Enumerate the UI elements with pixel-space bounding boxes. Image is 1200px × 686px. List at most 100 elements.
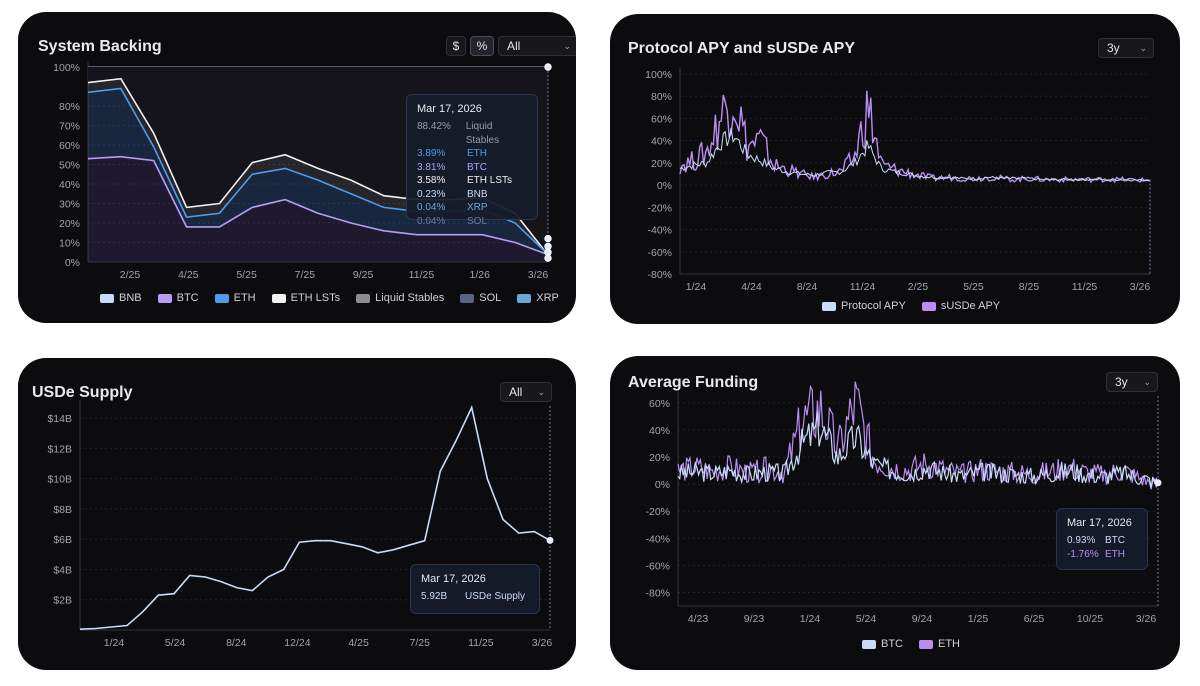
- funding-panel: Average Funding 3y ⌄ 60% 40% 20% 0% -20% -40%…: [610, 356, 1180, 670]
- panel-title: Average Funding: [628, 374, 759, 391]
- percent-toggle-button[interactable]: %: [470, 36, 494, 56]
- legend-swatch: [271, 293, 286, 303]
- y-tick-label: $8B: [53, 504, 72, 516]
- x-tick-label: 9/25: [353, 269, 374, 281]
- cursor-dot: [544, 63, 552, 71]
- legend-item[interactable]: Protocol APY: [822, 300, 906, 312]
- y-tick-label: -60%: [645, 560, 670, 572]
- usde-supply-panel: USDe Supply All ⌄ $14B $12B $10B $8B $6B $4B $…: [18, 358, 576, 670]
- tooltip-value: 3.58%: [417, 175, 446, 186]
- legend-item[interactable]: BTC: [862, 638, 903, 650]
- apy-controls: 3y ⌄: [1098, 38, 1154, 58]
- legend-swatch: [356, 293, 371, 303]
- tooltip-row: 3.89% ETH: [417, 147, 527, 161]
- range-select-value: All: [509, 385, 523, 399]
- x-tick-label: 1/24: [800, 613, 821, 625]
- apy-legend: Protocol APY sUSDe APY: [822, 300, 1000, 312]
- y-tick-label: $14B: [47, 413, 72, 425]
- tooltip-label: BTC: [1105, 535, 1125, 546]
- y-tick-label: $10B: [47, 474, 72, 486]
- y-tick-label: 80%: [651, 91, 672, 103]
- x-tick-label: 5/25: [963, 281, 984, 293]
- tooltip-label: BNB: [467, 188, 488, 200]
- legend-swatch: [517, 293, 532, 303]
- funding-controls: 3y ⌄: [1106, 372, 1158, 392]
- series-line: [679, 90, 1151, 184]
- legend-swatch: [214, 293, 229, 303]
- legend-label: Protocol APY: [841, 300, 906, 312]
- y-tick-label: -40%: [647, 225, 672, 237]
- range-select-value: 3y: [1115, 375, 1128, 389]
- tooltip-date: Mar 17, 2026: [421, 573, 486, 585]
- range-select-value: All: [507, 39, 521, 53]
- range-select[interactable]: 3y ⌄: [1098, 38, 1154, 58]
- y-tick-label: 100%: [645, 69, 672, 81]
- tooltip-row: 5.92B USDe Supply: [421, 590, 529, 604]
- tooltip-value: 3.89%: [417, 148, 446, 159]
- cursor-dot: [544, 254, 552, 262]
- y-tick-label: $6B: [53, 534, 72, 546]
- y-tick-label: $4B: [53, 564, 72, 576]
- x-tick-label: 1/25: [968, 613, 989, 625]
- tooltip-value: 3.81%: [417, 161, 446, 173]
- legend-swatch: [919, 639, 933, 649]
- tooltip-value: 0.04%: [417, 202, 446, 213]
- x-tick-label: 6/25: [1024, 613, 1045, 625]
- series-line: [679, 127, 1151, 182]
- y-tick-label: 60%: [59, 140, 80, 152]
- y-tick-label: 100%: [53, 62, 80, 74]
- y-tick-label: 50%: [59, 160, 80, 172]
- legend-swatch: [862, 639, 876, 649]
- range-select[interactable]: 3y ⌄: [1106, 372, 1158, 392]
- legend-swatch: [157, 293, 172, 303]
- x-tick-label: 11/25: [1072, 281, 1098, 293]
- tooltip-label: XRP: [467, 202, 488, 213]
- series-line: [87, 155, 549, 256]
- supply-tooltip: Mar 17, 2026 5.92B USDe Supply: [410, 564, 540, 614]
- y-tick-label: 0%: [655, 479, 670, 491]
- y-tick-label: -20%: [645, 506, 670, 518]
- tooltip-row: 3.58% ETH LSTs: [417, 174, 527, 188]
- y-tick-label: 20%: [59, 218, 80, 230]
- x-tick-label: 1/26: [469, 269, 490, 281]
- x-tick-label: 11/25: [409, 269, 435, 281]
- apy-plot: 100% 80% 60% 40% 20% 0% -20% -40% -60% -80% 1/24 4/…: [645, 68, 1151, 293]
- x-tick-label: 11/25: [468, 637, 494, 649]
- x-tick-label: 12/24: [284, 637, 310, 649]
- chevron-down-icon: ⌄: [537, 386, 545, 397]
- x-tick-label: 4/25: [348, 637, 369, 649]
- tooltip-value: 0.04%: [417, 215, 446, 227]
- legend-item[interactable]: ETH LSTs: [271, 292, 340, 304]
- x-tick-label: 7/25: [409, 637, 430, 649]
- legend-label: ETH: [233, 292, 256, 304]
- legend-item[interactable]: ETH: [214, 292, 256, 304]
- x-tick-label: 2/25: [120, 269, 141, 281]
- legend-item[interactable]: SOL: [460, 292, 501, 304]
- y-tick-label: 20%: [651, 158, 672, 170]
- y-tick-label: 40%: [59, 179, 80, 191]
- tooltip-row: 0.23% BNB: [417, 188, 527, 202]
- currency-toggle-button[interactable]: $: [446, 36, 466, 56]
- range-select[interactable]: All ⌄: [498, 36, 576, 56]
- legend-item[interactable]: Liquid Stables: [356, 292, 444, 304]
- tooltip-label: SOL: [467, 215, 488, 227]
- series-line: [677, 411, 1159, 488]
- y-tick-label: -60%: [647, 247, 672, 259]
- y-tick-label: 30%: [59, 199, 80, 211]
- x-tick-label: 9/24: [912, 613, 933, 625]
- cursor-dot: [546, 536, 554, 544]
- legend-item[interactable]: ETH: [919, 638, 960, 650]
- chevron-down-icon: ⌄: [1139, 42, 1147, 53]
- tooltip-value: -1.76%: [1067, 548, 1099, 560]
- tooltip-row: 0.04% XRP: [417, 201, 527, 215]
- funding-plot: 60% 40% 20% 0% -20% -40% -60% -80% 4/23 9/23 1/24 5…: [645, 381, 1162, 625]
- x-tick-label: 9/23: [744, 613, 765, 625]
- x-tick-label: 8/24: [797, 281, 818, 293]
- legend-item[interactable]: sUSDe APY: [921, 300, 1000, 312]
- tooltip-label: BTC: [467, 161, 487, 173]
- legend-item[interactable]: BTC: [157, 292, 199, 304]
- range-select[interactable]: All ⌄: [500, 382, 552, 402]
- legend-item[interactable]: XRP: [517, 292, 559, 304]
- x-tick-label: 10/25: [1077, 613, 1103, 625]
- legend-item[interactable]: BNB: [100, 292, 142, 304]
